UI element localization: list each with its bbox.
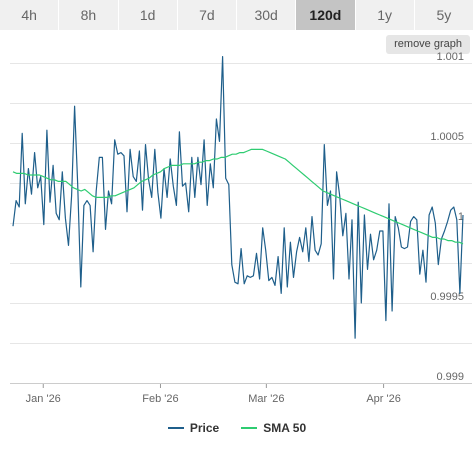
y-tick-label: 0.999 (436, 371, 464, 383)
remove-graph-button[interactable]: remove graph (386, 35, 470, 54)
chart-legend: Price SMA 50 (0, 421, 474, 435)
y-tick-label: 1.001 (436, 51, 464, 63)
tab-5y[interactable]: 5y (414, 0, 474, 30)
price-chart: 1.001 1.0005 1 0.9995 0.999 Jan '26 Feb '26 Mar… (10, 51, 472, 405)
tab-1d[interactable]: 1d (118, 0, 178, 30)
legend-item-price[interactable]: Price (167, 421, 220, 435)
sma50-line (12, 148, 464, 245)
legend-label-sma50: SMA 50 (263, 421, 307, 435)
timeframe-tabs: 4h 8h 1d 7d 30d 120d 1y 5y (0, 0, 474, 30)
x-tick-label: Apr '26 (366, 393, 401, 405)
tab-1y[interactable]: 1y (355, 0, 415, 30)
legend-swatch-price (167, 427, 184, 429)
tab-30d[interactable]: 30d (237, 0, 297, 30)
y-tick-label: 0.9995 (430, 291, 464, 303)
legend-label-price: Price (189, 421, 220, 435)
x-tick-label: Jan '26 (26, 393, 61, 405)
y-tick-label: 1.0005 (430, 131, 464, 143)
x-tick-label: Mar '26 (248, 393, 284, 405)
x-tick-label: Feb '26 (142, 393, 178, 405)
tab-120d[interactable]: 120d (296, 0, 356, 30)
tab-4h[interactable]: 4h (0, 0, 60, 30)
y-tick-label: 1 (458, 211, 464, 223)
legend-swatch-sma50 (241, 427, 258, 429)
tab-8h[interactable]: 8h (59, 0, 119, 30)
legend-item-sma50[interactable]: SMA 50 (241, 421, 306, 435)
price-line (12, 55, 464, 339)
tab-7d[interactable]: 7d (177, 0, 237, 30)
